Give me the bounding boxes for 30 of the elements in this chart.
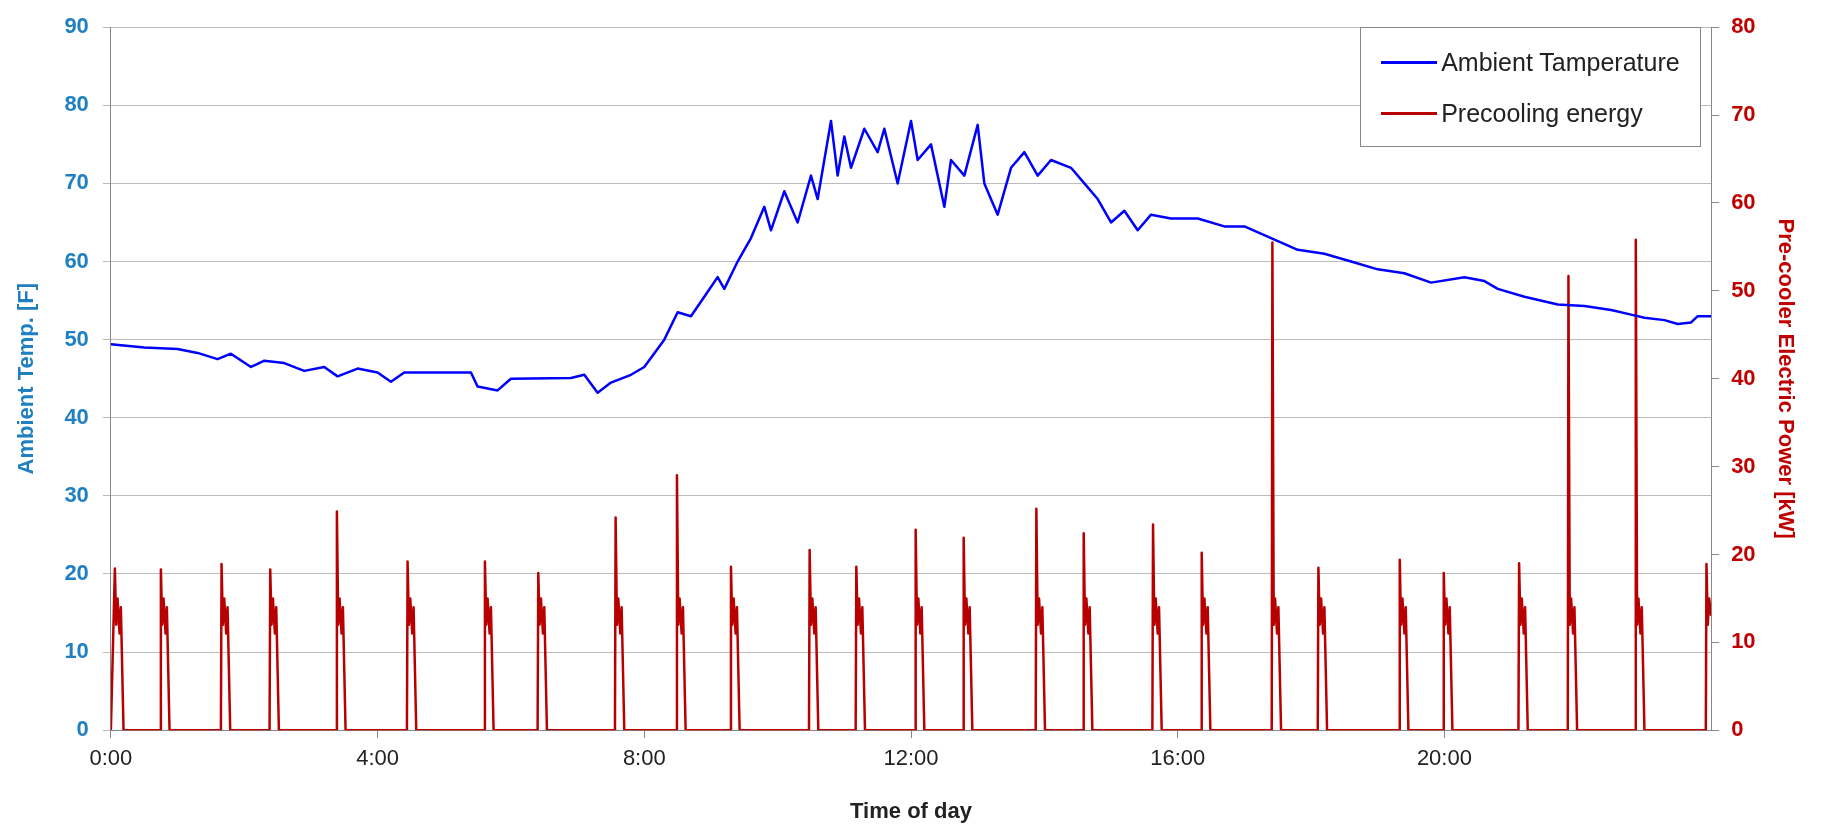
y2-tick-label: 60 xyxy=(1731,189,1756,215)
y-tick-label: 60 xyxy=(64,247,89,273)
y2-tick-label: 80 xyxy=(1731,13,1756,39)
legend-label: Ambient Tamperature xyxy=(1441,48,1680,78)
y2-tick-label: 70 xyxy=(1731,101,1756,127)
y2-tick-label: 10 xyxy=(1731,628,1756,654)
y-tick-label: 0 xyxy=(76,716,89,742)
x-tick-label: 0:00 xyxy=(89,745,133,771)
y-axis-title: Ambient Temp. [F] xyxy=(13,282,39,475)
x-tick-label: 8:00 xyxy=(622,745,666,771)
y-tick-label: 40 xyxy=(64,403,89,429)
y2-tick-label: 30 xyxy=(1731,452,1756,478)
y-tick-label: 30 xyxy=(64,481,89,507)
x-tick-label: 4:00 xyxy=(356,745,399,771)
y2-tick-label: 20 xyxy=(1731,540,1756,566)
x-tick-label: 20:00 xyxy=(1416,745,1472,771)
y2-tick-label: 0 xyxy=(1731,716,1744,742)
y-tick-label: 70 xyxy=(64,169,89,195)
legend-label: Precooling energy xyxy=(1441,99,1643,129)
y-tick-label: 90 xyxy=(64,13,89,39)
y2-tick-label: 40 xyxy=(1731,364,1756,390)
x-tick-label: 12:00 xyxy=(883,745,939,771)
x-axis-title: Time of day xyxy=(850,797,973,823)
y-tick-label: 20 xyxy=(64,560,89,586)
y-tick-label: 80 xyxy=(64,91,89,117)
y2-axis-title: Pre-cooler Electric Power [kW] xyxy=(1773,218,1799,539)
x-tick-label: 16:00 xyxy=(1150,745,1206,771)
y-tick-label: 10 xyxy=(64,638,89,664)
y-tick-label: 50 xyxy=(64,325,89,351)
y2-tick-label: 50 xyxy=(1731,276,1756,302)
